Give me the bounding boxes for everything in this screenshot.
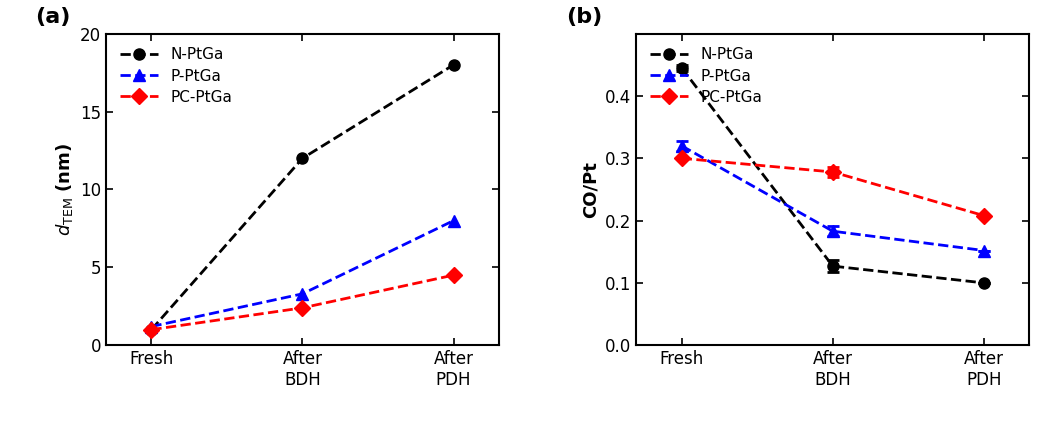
PC-PtGa (676, 156, 689, 161)
N-PtGa (296, 156, 309, 161)
P-PtGa (447, 218, 459, 223)
N-PtGa (676, 65, 689, 70)
PC-PtGa (827, 170, 839, 175)
PC-PtGa (447, 273, 459, 278)
PC-PtGa (145, 327, 158, 332)
Line: N-PtGa: N-PtGa (676, 62, 990, 288)
Line: PC-PtGa: PC-PtGa (676, 153, 990, 221)
P-PtGa (676, 143, 689, 148)
N-PtGa (977, 280, 990, 285)
P-PtGa (145, 324, 158, 329)
P-PtGa (827, 229, 839, 234)
Y-axis label: CO/Pt: CO/Pt (581, 161, 599, 218)
Line: N-PtGa: N-PtGa (145, 59, 459, 335)
P-PtGa (296, 291, 309, 296)
N-PtGa (827, 264, 839, 269)
N-PtGa (145, 327, 158, 332)
P-PtGa (977, 248, 990, 253)
Line: PC-PtGa: PC-PtGa (145, 269, 459, 335)
PC-PtGa (296, 305, 309, 310)
Line: P-PtGa: P-PtGa (676, 140, 990, 256)
Line: P-PtGa: P-PtGa (145, 215, 459, 332)
Y-axis label: $d_\mathrm{TEM}$ (nm): $d_\mathrm{TEM}$ (nm) (53, 143, 74, 236)
Legend: N-PtGa, P-PtGa, PC-PtGa: N-PtGa, P-PtGa, PC-PtGa (114, 41, 239, 111)
N-PtGa (447, 62, 459, 67)
Text: (a): (a) (35, 8, 71, 27)
Text: (b): (b) (566, 8, 602, 27)
PC-PtGa (977, 213, 990, 218)
Legend: N-PtGa, P-PtGa, PC-PtGa: N-PtGa, P-PtGa, PC-PtGa (644, 41, 768, 111)
